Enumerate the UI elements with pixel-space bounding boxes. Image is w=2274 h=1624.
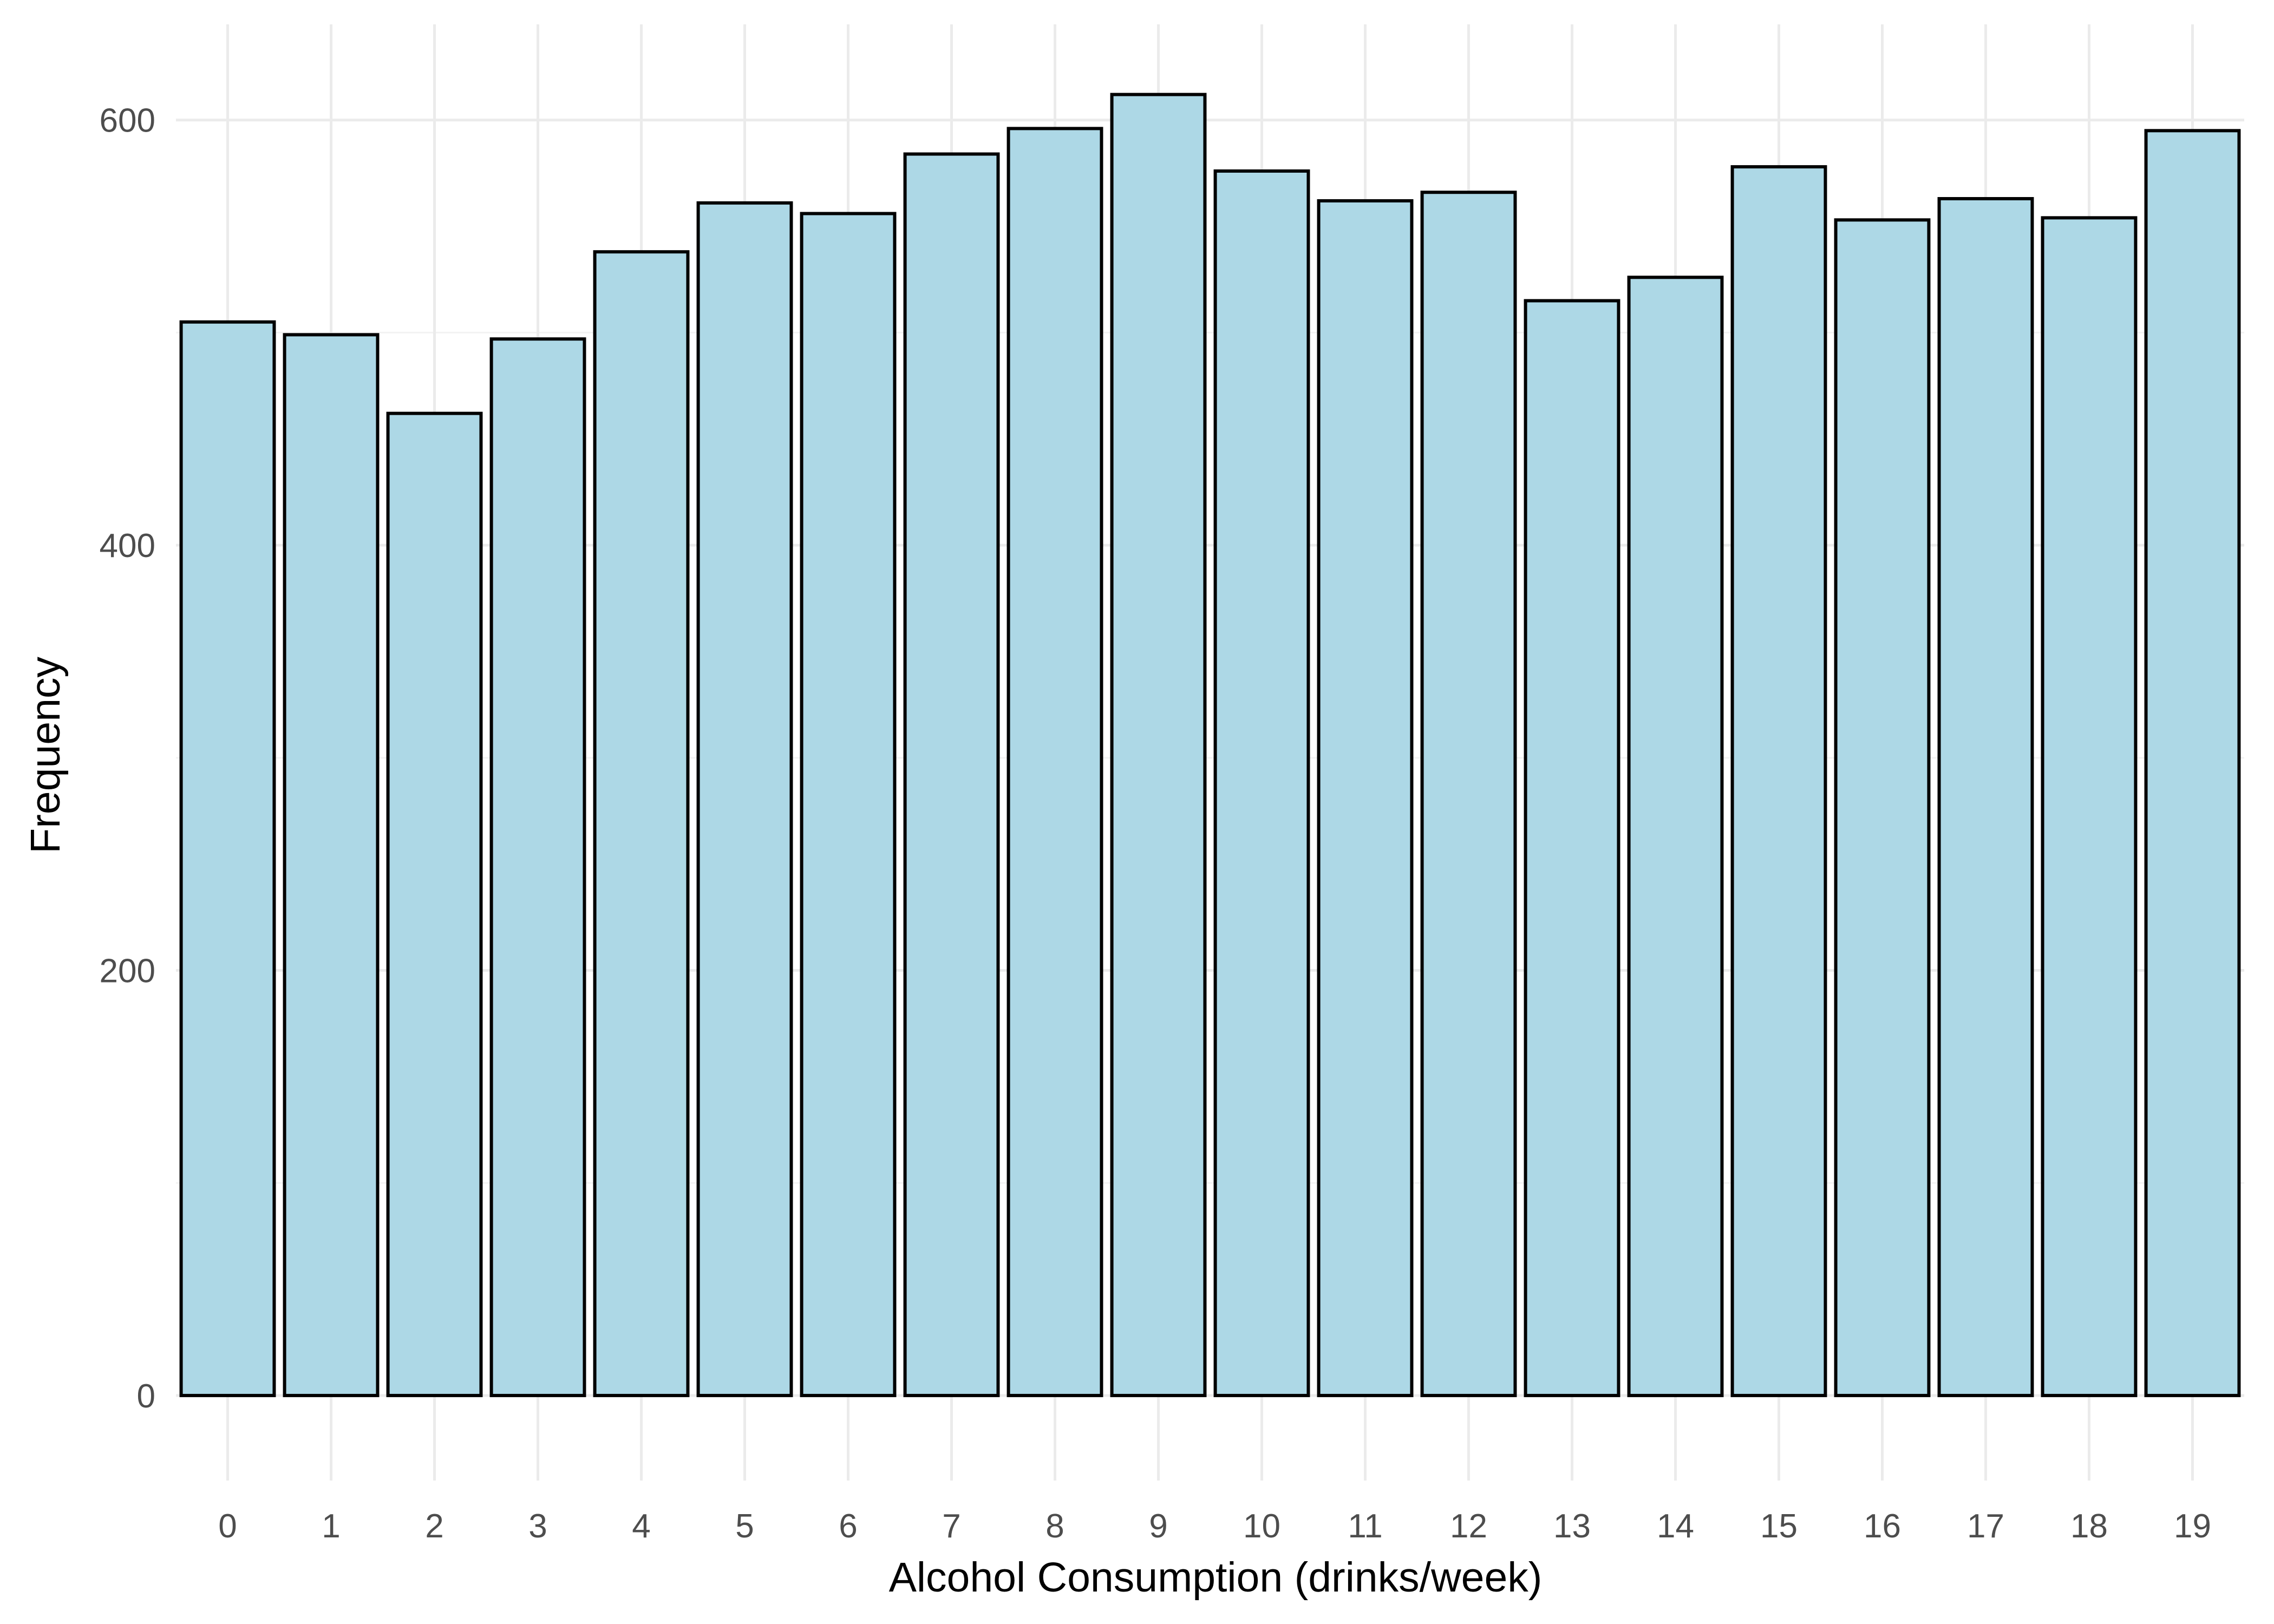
x-tick-label: 8 — [1045, 1508, 1064, 1545]
bar — [1524, 299, 1620, 1397]
y-tick-label: 600 — [100, 102, 155, 140]
bar — [903, 152, 1000, 1397]
bar — [593, 250, 690, 1397]
x-tick-label: 12 — [1450, 1508, 1487, 1545]
bar — [179, 320, 276, 1397]
bar — [1110, 93, 1207, 1397]
bar — [386, 411, 483, 1397]
x-tick-label: 3 — [528, 1508, 547, 1545]
bar — [2144, 129, 2241, 1397]
x-tick-label: 6 — [839, 1508, 857, 1545]
x-axis-ticks: 0 1 2 3 4 5 6 7 8 9 10 11 12 13 14 15 16 17 18 19 — [218, 1508, 2211, 1545]
x-tick-label: 17 — [1967, 1508, 2004, 1545]
bar — [489, 337, 586, 1397]
y-axis-title: Frequency — [22, 657, 69, 854]
x-tick-label: 11 — [1348, 1508, 1382, 1545]
bars — [179, 93, 2241, 1397]
bar — [1937, 197, 2034, 1397]
x-tick-label: 1 — [322, 1508, 340, 1545]
x-tick-label: 18 — [2070, 1508, 2108, 1545]
y-tick-label: 400 — [100, 527, 155, 565]
x-tick-label: 19 — [2174, 1508, 2211, 1545]
bar — [1317, 199, 1414, 1397]
bar — [800, 212, 897, 1397]
x-tick-label: 15 — [1760, 1508, 1798, 1545]
bar — [696, 201, 793, 1397]
bar — [1627, 276, 1724, 1397]
x-tick-label: 2 — [425, 1508, 443, 1545]
x-tick-label: 16 — [1864, 1508, 1901, 1545]
bar — [1420, 191, 1517, 1397]
grid — [176, 24, 2244, 1481]
bar — [283, 333, 380, 1397]
x-tick-label: 4 — [632, 1508, 650, 1545]
x-axis-title: Alcohol Consumption (drinks/week) — [889, 1554, 1543, 1601]
bar — [1213, 169, 1310, 1397]
x-tick-label: 9 — [1149, 1508, 1167, 1545]
bar — [2041, 216, 2138, 1397]
x-tick-label: 14 — [1657, 1508, 1694, 1545]
x-tick-label: 7 — [942, 1508, 960, 1545]
x-tick-label: 0 — [218, 1508, 237, 1545]
y-axis-ticks: 0 200 400 600 — [100, 102, 155, 1415]
bar — [1730, 165, 1827, 1397]
y-tick-label: 200 — [100, 953, 155, 990]
bar — [1834, 218, 1931, 1397]
y-tick-label: 0 — [137, 1378, 155, 1415]
bar — [1007, 127, 1103, 1397]
x-tick-label: 5 — [735, 1508, 754, 1545]
x-tick-label: 10 — [1243, 1508, 1280, 1545]
x-tick-label: 13 — [1553, 1508, 1591, 1545]
